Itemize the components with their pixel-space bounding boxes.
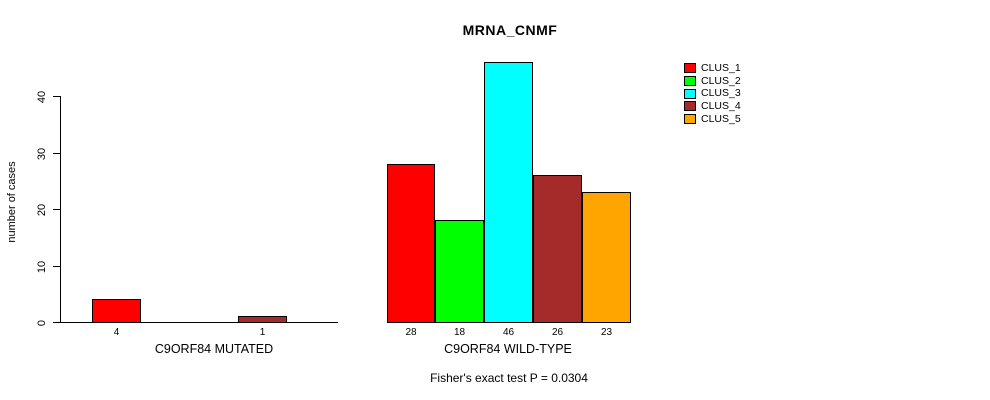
bar-value-label-clus_1-group1: 4 xyxy=(113,327,120,338)
bar-clus_2-group2 xyxy=(435,220,484,323)
bar-value-label-clus_5-group2: 23 xyxy=(600,327,613,338)
y-axis-line xyxy=(60,96,61,323)
bar-clus_4-group2 xyxy=(533,175,582,323)
chart-title: MRNA_CNMF xyxy=(462,22,558,38)
legend-label: CLUS_1 xyxy=(701,62,741,74)
bar-clus_3-group2 xyxy=(484,62,533,323)
y-tick-label-10: 10 xyxy=(36,260,48,273)
bar-value-label-clus_4-group1: 1 xyxy=(259,327,266,338)
y-tick-30 xyxy=(53,153,60,154)
bar-value-label-clus_2-group2: 18 xyxy=(453,327,466,338)
legend-entry: CLUS_2 xyxy=(684,75,741,88)
y-tick-20 xyxy=(53,209,60,210)
legend: CLUS_1 CLUS_2 CLUS_3 CLUS_4 CLUS_5 xyxy=(684,62,741,125)
legend-label: CLUS_5 xyxy=(701,112,741,125)
bar-clus_1-group2 xyxy=(387,164,435,323)
legend-swatch-clus_3 xyxy=(684,88,696,99)
legend-swatch-clus_4 xyxy=(684,101,696,112)
bar-clus_1-group1 xyxy=(92,299,141,323)
x-axis-line-mutated-group xyxy=(60,322,338,323)
legend-label: CLUS_3 xyxy=(701,87,741,100)
y-axis-label: number of cases xyxy=(6,161,18,243)
bar-value-label-clus_3-group2: 46 xyxy=(502,327,515,338)
y-tick-0 xyxy=(53,322,60,323)
bar-clus_4-group1 xyxy=(238,316,287,323)
bar-value-label-clus_4-group2: 26 xyxy=(551,327,564,338)
y-tick-label-30: 30 xyxy=(36,147,48,160)
legend-entry: CLUS_5 xyxy=(684,113,741,126)
y-tick-label-20: 20 xyxy=(36,203,48,216)
legend-entry: CLUS_3 xyxy=(684,87,741,100)
y-tick-40 xyxy=(53,96,60,97)
y-tick-label-40: 40 xyxy=(36,90,48,103)
legend-entry: CLUS_4 xyxy=(684,100,741,113)
group-label-wildtype: C9ORF84 WILD-TYPE xyxy=(444,342,572,356)
legend-entry: CLUS_1 xyxy=(684,62,741,75)
legend-label: CLUS_4 xyxy=(701,100,741,113)
bar-clus_5-group2 xyxy=(582,192,631,323)
y-tick-label-0: 0 xyxy=(36,319,48,326)
legend-swatch-clus_1 xyxy=(684,63,696,74)
legend-label: CLUS_2 xyxy=(701,74,741,87)
legend-swatch-clus_5 xyxy=(684,114,696,125)
legend-swatch-clus_2 xyxy=(684,76,696,87)
group-label-mutated: C9ORF84 MUTATED xyxy=(154,342,274,356)
bar-value-label-clus_1-group2: 28 xyxy=(405,327,417,338)
fisher-test-annotation: Fisher's exact test P = 0.0304 xyxy=(430,371,588,385)
y-tick-10 xyxy=(53,266,60,267)
